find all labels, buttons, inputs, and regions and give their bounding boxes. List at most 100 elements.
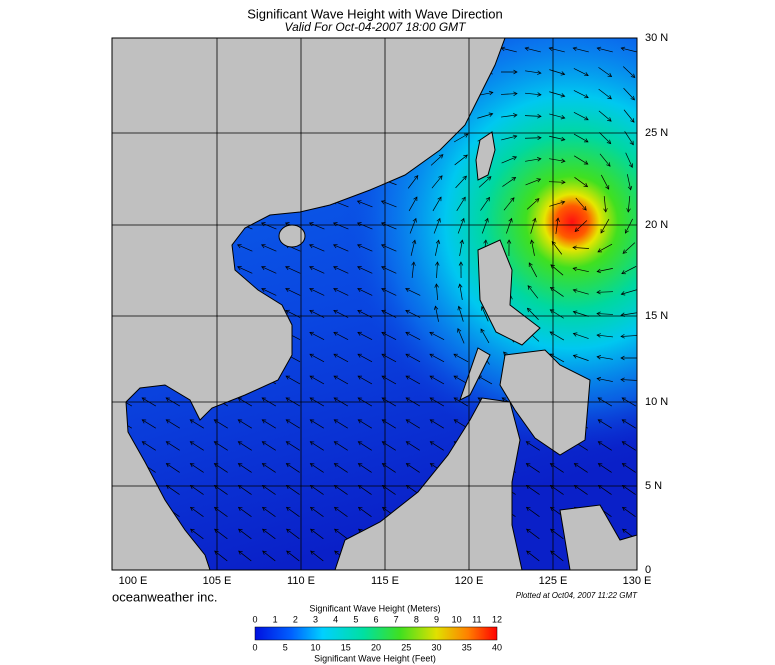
arrow-head: [453, 375, 459, 380]
arrow: [620, 377, 637, 382]
arrow-shaft: [357, 375, 373, 385]
arrow: [596, 355, 613, 360]
arrow: [261, 419, 276, 429]
arrow-head: [334, 550, 339, 555]
arrow-shaft: [262, 463, 276, 473]
arrow-shaft: [309, 244, 325, 252]
arrow-head: [261, 419, 267, 424]
arrow: [261, 441, 276, 451]
arrow-head: [333, 287, 338, 293]
arrow-head: [261, 266, 266, 271]
arrow-head: [333, 375, 339, 380]
feet-tick-label: 0: [252, 642, 257, 652]
arrow: [429, 419, 444, 429]
arrow-shaft: [142, 441, 156, 451]
arrow-head: [457, 327, 462, 333]
arrow-shaft: [530, 218, 536, 234]
arrow-shaft: [190, 463, 204, 473]
arrow: [621, 463, 636, 473]
arrow-head: [405, 331, 410, 336]
arrow-head: [561, 158, 566, 163]
arrow-head: [436, 217, 441, 223]
arrow-head: [555, 217, 560, 222]
arrow-shaft: [501, 135, 517, 141]
arrow-head: [483, 239, 488, 244]
arrow: [549, 135, 566, 142]
arrow-head: [513, 91, 518, 96]
arrow-shaft: [261, 288, 277, 296]
arrow-head: [141, 441, 147, 446]
arrow: [596, 376, 613, 382]
arrow-head: [620, 377, 625, 382]
arrow-head: [435, 239, 441, 245]
arrow: [624, 218, 633, 234]
arrow: [357, 266, 373, 274]
arrow: [165, 463, 180, 473]
arrow: [478, 176, 492, 188]
arrow-shaft: [551, 241, 563, 255]
arrow-head: [605, 185, 610, 190]
arrow: [620, 289, 637, 296]
arrow: [597, 441, 612, 451]
arrow-head: [596, 46, 602, 52]
arrow-shaft: [431, 175, 443, 189]
arrow-head: [453, 419, 459, 424]
arrow: [285, 419, 300, 429]
arrow: [572, 245, 590, 250]
arrow: [621, 441, 636, 451]
arrow-head: [333, 419, 339, 424]
arrow-shaft: [477, 375, 493, 385]
arrow-head: [414, 175, 419, 180]
arrow: [457, 305, 464, 322]
arrow-shaft: [310, 441, 324, 451]
arrow-shaft: [550, 463, 564, 473]
arrow: [548, 46, 565, 53]
arrow-shaft: [262, 419, 276, 429]
arrow-shaft: [358, 463, 372, 473]
arrow-head: [537, 92, 542, 97]
feet-tick-label: 35: [462, 642, 472, 652]
arrow-shaft: [525, 92, 541, 96]
arrow-head: [488, 90, 494, 96]
arrow-head: [334, 528, 339, 533]
arrow: [572, 288, 589, 295]
arrow-shaft: [622, 463, 636, 473]
arrow: [405, 441, 420, 451]
arrow-head: [510, 197, 515, 202]
arrow-head: [513, 113, 518, 118]
arrow: [525, 70, 542, 75]
arrow: [261, 266, 277, 274]
arrow-shaft: [573, 355, 589, 361]
arrow-shaft: [526, 463, 540, 473]
lon-label: 105 E: [203, 575, 232, 587]
meters-tick-label: 3: [313, 614, 318, 624]
arrow-head: [286, 550, 291, 555]
arrow-shaft: [527, 285, 539, 299]
arrow-head: [285, 463, 291, 468]
arrow-shaft: [310, 507, 324, 517]
arrow-shaft: [453, 133, 469, 143]
arrow-head: [621, 506, 627, 512]
arrow-shaft: [527, 308, 539, 320]
arrow-shaft: [453, 353, 469, 363]
subtitle: Valid For Oct-04-2007 18:00 GMT: [285, 20, 468, 34]
arrow: [405, 463, 420, 473]
arrow-head: [630, 73, 636, 79]
arrow-shaft: [262, 550, 276, 562]
arrow-shaft: [480, 328, 490, 344]
arrow-shaft: [600, 218, 610, 234]
arrow-shaft: [573, 155, 589, 165]
arrow: [310, 550, 324, 562]
arrow-shaft: [572, 247, 590, 249]
arrow-head: [526, 550, 531, 555]
arrow: [597, 463, 612, 473]
arrow: [503, 197, 515, 211]
arrow: [596, 289, 614, 295]
arrow-shaft: [382, 463, 396, 473]
arrow-head: [584, 94, 589, 99]
arrow: [433, 217, 441, 234]
arrow: [525, 506, 540, 517]
arrow-head: [261, 463, 267, 468]
arrow-shaft: [214, 419, 228, 429]
arrow: [625, 152, 633, 168]
